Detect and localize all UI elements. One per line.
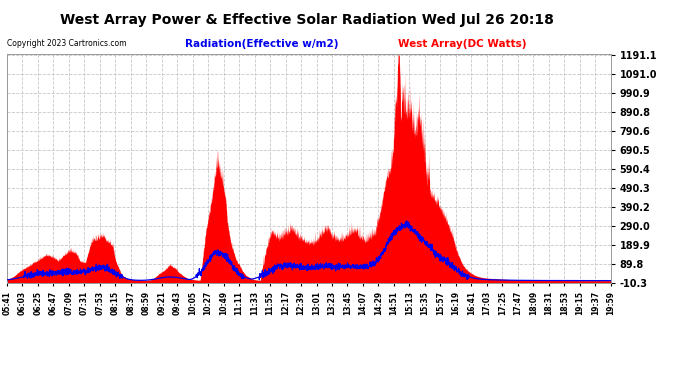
Text: West Array Power & Effective Solar Radiation Wed Jul 26 20:18: West Array Power & Effective Solar Radia… [60, 13, 554, 27]
Text: Radiation(Effective w/m2): Radiation(Effective w/m2) [186, 39, 339, 50]
Text: West Array(DC Watts): West Array(DC Watts) [398, 39, 526, 50]
Text: Copyright 2023 Cartronics.com: Copyright 2023 Cartronics.com [7, 39, 126, 48]
